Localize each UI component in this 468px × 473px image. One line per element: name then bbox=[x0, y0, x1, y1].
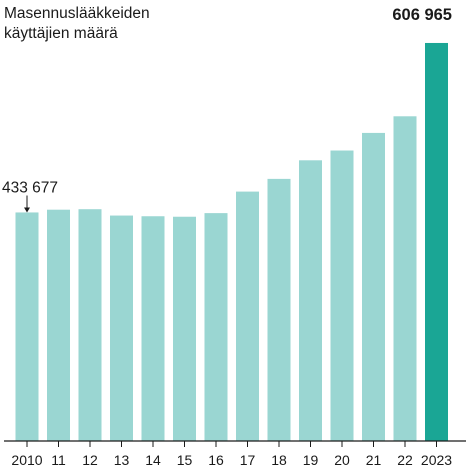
bar-17 bbox=[236, 191, 259, 441]
bar-13 bbox=[110, 215, 133, 441]
x-tick-label-15: 15 bbox=[177, 452, 193, 468]
x-tick-label-2010: 2010 bbox=[11, 452, 42, 468]
data-label-2010: 433 677 bbox=[2, 179, 58, 196]
bar-14 bbox=[141, 216, 165, 441]
x-tick-label-19: 19 bbox=[303, 452, 319, 468]
bar-16 bbox=[204, 213, 228, 441]
chart-title: Masennuslääkkeiden käyttäjien määrä bbox=[4, 5, 150, 42]
bar-20 bbox=[330, 150, 354, 441]
x-tick-label-21: 21 bbox=[366, 452, 382, 468]
bar-11 bbox=[47, 209, 70, 441]
bar-15 bbox=[173, 216, 196, 441]
bar-19 bbox=[299, 160, 322, 442]
data-label-arrow bbox=[24, 207, 30, 213]
x-tick-label-11: 11 bbox=[51, 452, 66, 468]
bar-22 bbox=[393, 116, 417, 441]
x-tick-label-13: 13 bbox=[114, 452, 130, 468]
x-tick-label-2023: 2023 bbox=[421, 452, 452, 468]
x-tick-label-12: 12 bbox=[82, 452, 98, 468]
bar-2010 bbox=[15, 212, 39, 441]
x-tick-label-18: 18 bbox=[271, 452, 287, 468]
x-tick-label-17: 17 bbox=[240, 452, 256, 468]
x-tick-label-20: 20 bbox=[334, 452, 350, 468]
bar-18 bbox=[267, 178, 291, 441]
bar-2023 bbox=[425, 42, 448, 441]
x-tick-label-16: 16 bbox=[208, 452, 224, 468]
x-tick-label-22: 22 bbox=[397, 452, 413, 468]
x-tick-label-14: 14 bbox=[145, 452, 161, 468]
bar-21 bbox=[362, 132, 385, 442]
bar-12 bbox=[78, 209, 102, 441]
data-label-2023: 606 965 bbox=[392, 6, 452, 24]
